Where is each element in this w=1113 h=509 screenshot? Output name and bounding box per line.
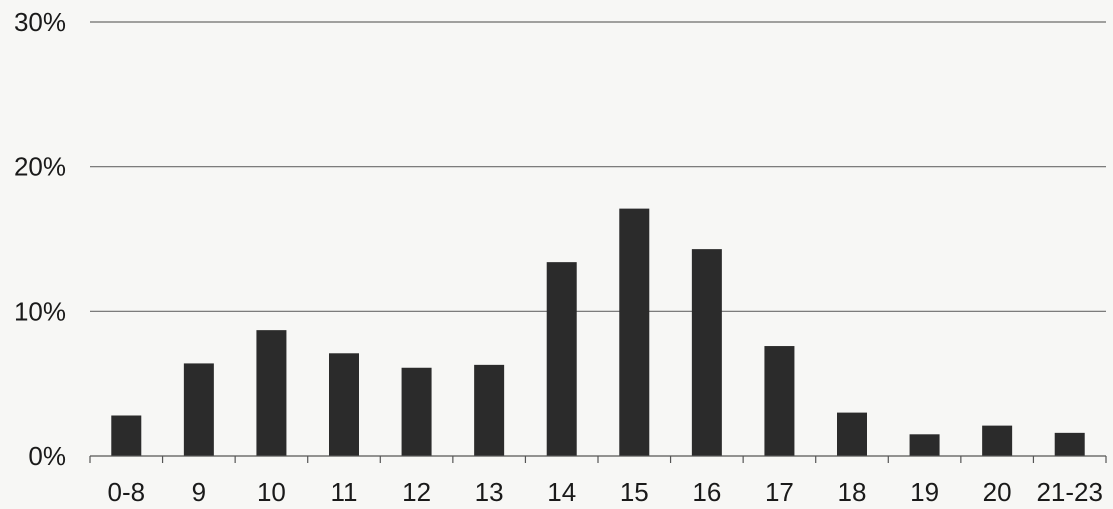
bar-11: [329, 353, 359, 456]
x-tick-label: 13: [475, 477, 504, 507]
bars: [111, 208, 1085, 456]
bar-9: [183, 363, 214, 456]
x-axis: [89, 455, 1107, 463]
bar-0-8: [111, 415, 142, 456]
x-tick-label: 19: [910, 477, 939, 507]
bar-19: [909, 434, 940, 456]
x-tick-label: 11: [331, 477, 358, 507]
y-axis-tick-labels: 0% 10% 20% 30%: [14, 7, 66, 471]
y-tick-label: 0%: [28, 441, 66, 471]
x-tick-label: 12: [402, 477, 431, 507]
gridlines: [90, 21, 1106, 312]
bar-12: [401, 367, 432, 456]
x-tick-label: 17: [765, 477, 794, 507]
x-axis-tick-labels: 0-8 9 10 11 12 13 14 15 16 17 18 19 20 21-23: [107, 477, 1102, 507]
bar-20: [982, 425, 1013, 456]
x-tick-label: 18: [838, 477, 867, 507]
y-tick-label: 10%: [14, 296, 66, 326]
x-tick-label: 15: [620, 477, 649, 507]
bar-21-23: [1054, 432, 1085, 456]
x-tick-label: 0-8: [107, 477, 145, 507]
y-tick-label: 30%: [14, 7, 66, 37]
bar-13: [474, 364, 505, 456]
bar-10: [256, 330, 287, 456]
bar-18: [837, 412, 867, 456]
x-tick-label: 10: [257, 477, 286, 507]
x-tick-label: 21-23: [1036, 477, 1103, 507]
x-tick-label: 14: [547, 477, 576, 507]
bar-14: [546, 262, 577, 456]
y-tick-label: 20%: [14, 152, 66, 182]
x-tick-label: 16: [692, 477, 721, 507]
x-tick-label: 9: [192, 477, 206, 507]
bar-16: [691, 249, 722, 456]
bar-15: [619, 208, 650, 456]
bar-17: [764, 346, 795, 456]
x-tick-label: 20: [983, 477, 1012, 507]
